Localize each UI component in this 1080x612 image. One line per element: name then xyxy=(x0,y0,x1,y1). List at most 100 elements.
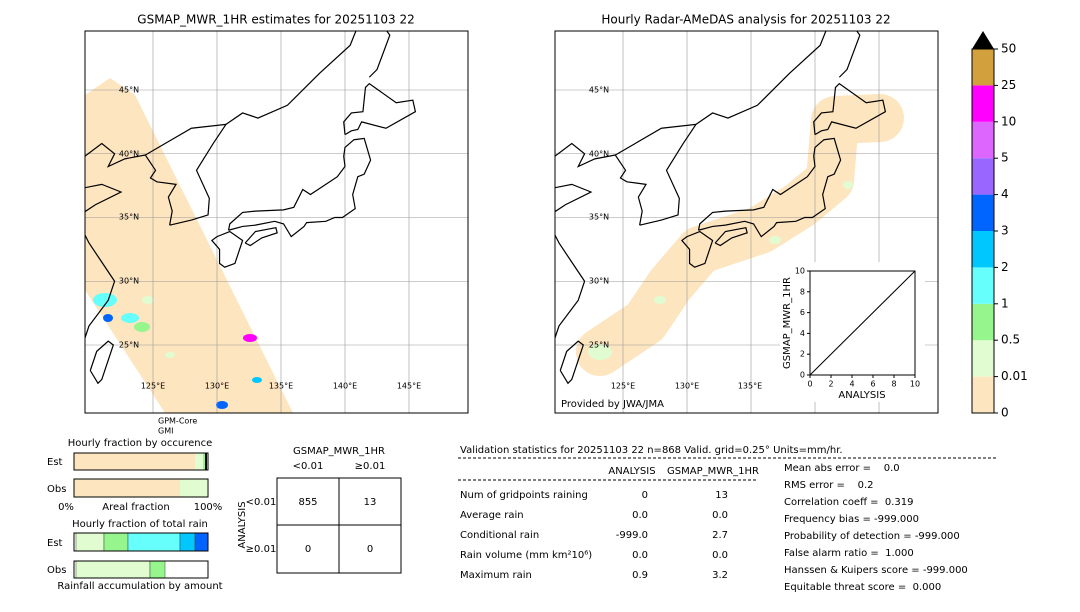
diagonal xyxy=(809,270,916,376)
coastline xyxy=(85,142,146,340)
rain-blob xyxy=(843,181,853,189)
rain-blob xyxy=(769,236,781,244)
colorbar-label: 3 xyxy=(1001,224,1009,238)
bar-frame xyxy=(73,532,209,552)
x-tick-label: 10 xyxy=(910,380,920,389)
cell: 0.0 xyxy=(712,510,728,521)
row-label: Rain volume (mm km²10⁶) xyxy=(460,550,592,561)
coastline xyxy=(211,230,244,268)
x-tick-label: 6 xyxy=(870,380,875,389)
scatter-inset: 0 2 4 6 8 10 0 2 4 6 8 10 xyxy=(795,267,920,389)
cell: 0 xyxy=(642,490,648,501)
analysis-area xyxy=(576,94,904,376)
left-map-title: GSMAP_MWR_1HR estimates for 20251103 22 xyxy=(137,13,414,27)
x-tick-label: 0 xyxy=(807,380,812,389)
y-tick-label: 2 xyxy=(800,350,805,359)
row-label: Maximum rain xyxy=(460,570,532,581)
swath xyxy=(85,78,293,413)
lat-label: 35°N xyxy=(119,213,139,222)
bar-frame xyxy=(73,452,209,471)
score: Probability of detection = -999.000 xyxy=(784,531,960,542)
lon-label: 140°E xyxy=(333,382,357,391)
fraction-seg xyxy=(75,532,105,552)
colorbar-label: 0 xyxy=(1001,406,1009,420)
validation-header: Validation statistics for 20251103 22 n=… xyxy=(460,445,843,456)
colorbar-seg xyxy=(972,303,994,341)
colorbar-label: 10 xyxy=(1001,114,1016,128)
colorbar-seg xyxy=(972,194,994,231)
fraction-seg xyxy=(75,560,151,579)
lat-label: 35°N xyxy=(589,213,609,222)
cell: 855 xyxy=(298,497,317,508)
scatter-x-label: ANALYSIS xyxy=(838,390,885,401)
coastline xyxy=(614,123,698,226)
row-header: <0.01 xyxy=(246,497,277,508)
rain-blob xyxy=(165,352,175,358)
score: RMS error = 0.2 xyxy=(784,480,874,491)
lon-label: 135°E xyxy=(738,382,762,391)
fraction-seg xyxy=(195,453,203,470)
col-header: ANALYSIS xyxy=(608,466,655,477)
rain-blob xyxy=(216,401,228,409)
coastline xyxy=(559,340,585,385)
score: Mean abs error = 0.0 xyxy=(784,463,900,474)
left-map-frame xyxy=(84,30,469,414)
x-tick-label: 4 xyxy=(849,380,854,389)
colorbar-label: 5 xyxy=(1001,151,1009,165)
left-map xyxy=(85,31,468,413)
rain-blob xyxy=(134,322,150,332)
validation-rows: Num of gridpoints raining 0 13 Average rain… xyxy=(460,490,728,581)
colorbar-label: 0.01 xyxy=(1001,369,1028,383)
scatter-y-label: GSMAP_MWR_1HR xyxy=(782,277,793,369)
row-axis: ANALYSIS xyxy=(237,501,248,548)
fraction-seg xyxy=(149,560,166,579)
cell: 2.7 xyxy=(712,530,728,541)
axis-label: Areal fraction xyxy=(102,502,169,513)
coastline xyxy=(681,230,714,268)
row-label: Num of gridpoints raining xyxy=(460,490,588,501)
cell: 0.0 xyxy=(632,550,648,561)
colorbar-seg xyxy=(972,85,994,122)
rain-blob xyxy=(588,344,612,360)
colorbar-seg xyxy=(972,376,994,413)
x-tick-label: 8 xyxy=(891,380,896,389)
axis-tick: 100% xyxy=(194,502,223,513)
bar-frame xyxy=(73,478,209,498)
lat-label: 45°N xyxy=(119,86,139,95)
coastline xyxy=(555,142,616,340)
rain-blob xyxy=(103,314,113,322)
lon-label: 135°E xyxy=(269,382,293,391)
cell: 3.2 xyxy=(712,570,728,581)
lon-label: 130°E xyxy=(205,382,229,391)
x-tick-label: 2 xyxy=(828,380,833,389)
fraction-seg xyxy=(205,453,207,470)
rain-blob xyxy=(142,296,154,304)
col-header: ≥0.01 xyxy=(355,461,386,472)
coastline xyxy=(697,137,842,238)
score: Correlation coeff = 0.319 xyxy=(784,497,914,508)
colorbar-label: 1 xyxy=(1001,296,1009,310)
rain-blob xyxy=(93,293,117,307)
panel-title: Hourly fraction of total rain xyxy=(72,519,208,530)
fraction-seg xyxy=(127,532,181,552)
row-label: Obs xyxy=(47,484,66,495)
fraction-seg xyxy=(74,453,195,470)
colorbar-label: 0.5 xyxy=(1001,333,1020,347)
lat-label: 40°N xyxy=(589,150,609,159)
fraction-seg xyxy=(180,479,207,497)
lat-label: 40°N xyxy=(119,150,139,159)
coastline xyxy=(244,227,278,247)
colorbar: 0 0.01 0.5 1 2 3 4 5 10 25 50 xyxy=(971,31,1028,420)
y-tick-label: 0 xyxy=(800,371,805,380)
rain-blob xyxy=(121,313,139,323)
coastline xyxy=(225,31,357,125)
colorbar-label: 25 xyxy=(1001,78,1016,92)
axis-label: Rainfall accumulation by amount xyxy=(57,581,222,592)
coastline xyxy=(714,227,748,247)
lat-label: 30°N xyxy=(589,277,609,286)
y-tick-label: 8 xyxy=(800,287,805,296)
cell: 0.9 xyxy=(632,570,648,581)
col-header: <0.01 xyxy=(293,461,324,472)
coastline xyxy=(227,137,372,238)
lat-label: 45°N xyxy=(589,86,609,95)
